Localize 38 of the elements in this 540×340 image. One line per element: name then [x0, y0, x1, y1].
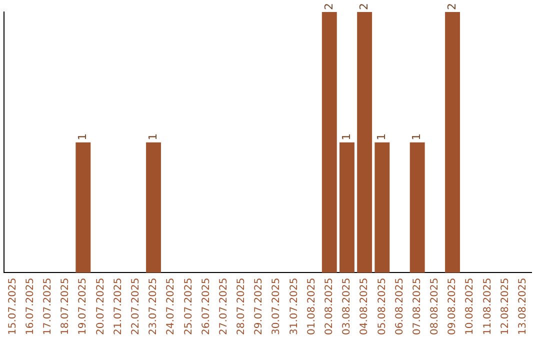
data-label: 1 — [340, 133, 353, 140]
x-tick-label: 20.07.2025 — [95, 278, 106, 336]
x-tick-label: 16.07.2025 — [24, 278, 36, 336]
x-tick-label: 01.08.2025 — [306, 278, 318, 336]
data-label: 1 — [410, 133, 424, 140]
x-tick-label: 07.08.2025 — [412, 278, 423, 336]
x-tick-label: 22.07.2025 — [130, 278, 142, 336]
x-tick-label: 21.07.2025 — [112, 278, 124, 336]
x-tick-label: 23.07.2025 — [148, 278, 160, 336]
x-tick-label: 24.07.2025 — [166, 278, 177, 336]
x-tick-label: 13.08.2025 — [517, 278, 528, 336]
data-label: 1 — [375, 133, 388, 140]
x-tick-label: 02.08.2025 — [324, 278, 335, 336]
x-tick-label: 12.08.2025 — [500, 278, 511, 336]
x-tick-label: 25.07.2025 — [183, 278, 194, 336]
x-tick-label: 10.08.2025 — [464, 278, 476, 336]
x-tick-label: 29.07.2025 — [254, 278, 265, 336]
data-label: 2 — [322, 3, 336, 10]
data-label: 2 — [357, 3, 370, 10]
x-tick-label: 31.07.2025 — [288, 278, 300, 336]
x-tick-label: 15.07.2025 — [7, 278, 18, 336]
x-tick-label: 03.08.2025 — [342, 278, 353, 336]
x-tick-label: 19.07.2025 — [78, 278, 89, 336]
x-tick-label: 17.07.2025 — [42, 278, 54, 336]
x-tick-label: 11.08.2025 — [482, 278, 494, 336]
x-tick-label: 27.07.2025 — [218, 278, 230, 336]
x-tick-label: 18.07.2025 — [60, 278, 72, 336]
data-label: 1 — [76, 133, 90, 140]
x-tick-label: 04.08.2025 — [359, 278, 370, 336]
x-tick-label: 28.07.2025 — [236, 278, 248, 336]
x-tick-label: 05.08.2025 — [376, 278, 388, 336]
data-label: 1 — [146, 133, 160, 140]
x-tick-label: 06.08.2025 — [394, 278, 406, 336]
x-tick-label: 30.07.2025 — [271, 278, 282, 336]
x-tick-label: 26.07.2025 — [200, 278, 212, 336]
data-label: 2 — [445, 3, 458, 10]
x-tick-label: 09.08.2025 — [447, 278, 458, 336]
x-tick-label: 08.08.2025 — [430, 278, 441, 336]
